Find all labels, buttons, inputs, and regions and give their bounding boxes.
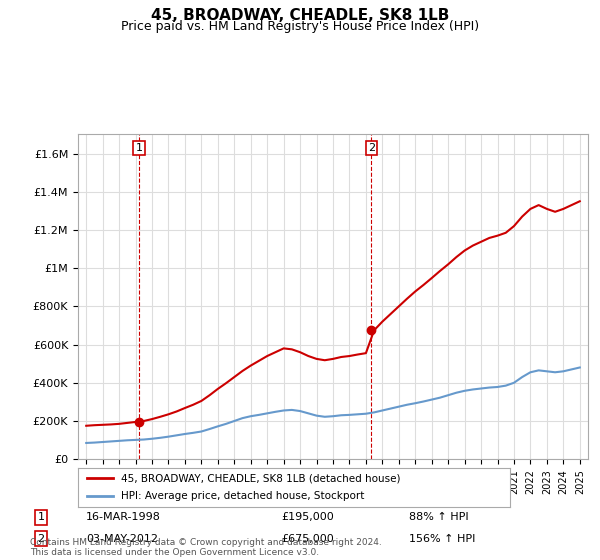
Text: 1: 1 [38, 512, 44, 522]
Text: Contains HM Land Registry data © Crown copyright and database right 2024.
This d: Contains HM Land Registry data © Crown c… [30, 538, 382, 557]
Text: 45, BROADWAY, CHEADLE, SK8 1LB: 45, BROADWAY, CHEADLE, SK8 1LB [151, 8, 449, 24]
Text: HPI: Average price, detached house, Stockport: HPI: Average price, detached house, Stoc… [121, 491, 365, 501]
Text: £675,000: £675,000 [281, 534, 334, 544]
Text: £195,000: £195,000 [281, 512, 334, 522]
Text: 45, BROADWAY, CHEADLE, SK8 1LB (detached house): 45, BROADWAY, CHEADLE, SK8 1LB (detached… [121, 473, 401, 483]
Text: 03-MAY-2012: 03-MAY-2012 [86, 534, 158, 544]
Text: 16-MAR-1998: 16-MAR-1998 [86, 512, 161, 522]
Text: 88% ↑ HPI: 88% ↑ HPI [409, 512, 469, 522]
Text: 1: 1 [136, 143, 143, 153]
Text: Price paid vs. HM Land Registry's House Price Index (HPI): Price paid vs. HM Land Registry's House … [121, 20, 479, 32]
Text: 156% ↑ HPI: 156% ↑ HPI [409, 534, 476, 544]
Text: 2: 2 [368, 143, 375, 153]
Text: 2: 2 [38, 534, 45, 544]
